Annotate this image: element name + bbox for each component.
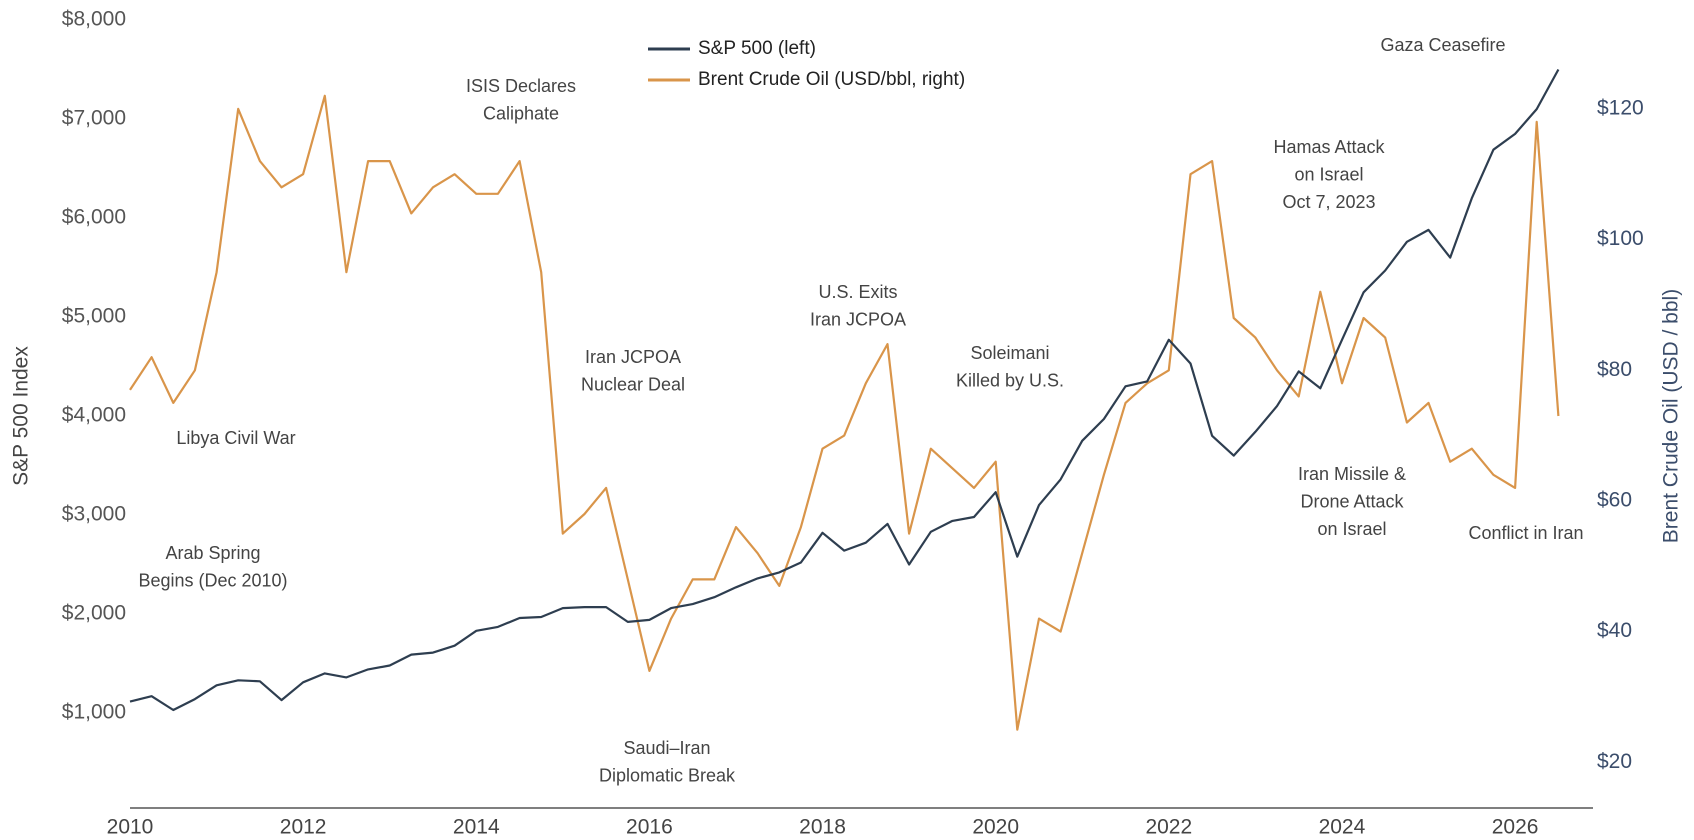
x-tick-label: 2018: [799, 816, 846, 839]
annotation: Conflict in Iran: [1468, 523, 1583, 543]
x-tick-label: 2010: [107, 816, 154, 839]
x-tick-label: 2024: [1319, 816, 1366, 839]
annotation: Libya Civil War: [176, 428, 295, 448]
y-tick-label: $8,000: [62, 8, 126, 31]
y2-tick-label: $80: [1597, 358, 1632, 381]
x-tick-label: 2020: [972, 816, 1019, 839]
annotation: Iran JCPOA: [585, 347, 681, 367]
y-tick-label: $2,000: [62, 602, 126, 625]
y2-axis-title: Brent Crude Oil (USD / bbl): [1660, 289, 1683, 543]
annotation: Nuclear Deal: [581, 374, 685, 394]
annotation: Soleimani: [970, 343, 1049, 363]
series-line: [129, 94, 1560, 731]
legend-label: Brent Crude Oil (USD/bbl, right): [698, 69, 965, 90]
annotation: ISIS Declares: [466, 76, 576, 96]
y-axis-title: S&P 500 Index: [10, 346, 33, 486]
y-tick-label: $6,000: [62, 206, 126, 229]
y2-tick-label: $20: [1597, 750, 1632, 773]
y-tick-label: $7,000: [62, 107, 126, 130]
annotation: Begins (Dec 2010): [138, 570, 287, 590]
x-tick-label: 2016: [626, 816, 673, 839]
x-tick-label: 2012: [280, 816, 327, 839]
annotation: Killed by U.S.: [956, 370, 1064, 390]
y-tick-label: $4,000: [62, 404, 126, 427]
annotation: Arab Spring: [165, 543, 260, 563]
y-tick-label: $5,000: [62, 305, 126, 328]
y-tick-label: $3,000: [62, 503, 126, 526]
y-tick-label: $1,000: [62, 701, 126, 724]
y2-tick-label: $120: [1597, 96, 1644, 119]
annotation: Hamas Attack: [1273, 137, 1385, 157]
x-tick-label: 2022: [1145, 816, 1192, 839]
annotation: on Israel: [1317, 519, 1386, 539]
annotation: Gaza Ceasefire: [1380, 35, 1505, 55]
annotation: Iran JCPOA: [810, 309, 906, 329]
annotation: Diplomatic Break: [599, 765, 736, 785]
annotation: Drone Attack: [1300, 491, 1404, 511]
legend-label: S&P 500 (left): [698, 38, 816, 59]
annotation: Oct 7, 2023: [1282, 192, 1375, 212]
annotation: Caliphate: [483, 103, 559, 123]
y2-tick-label: $40: [1597, 619, 1632, 642]
x-tick-label: 2026: [1492, 816, 1539, 839]
annotation: Saudi–Iran: [623, 738, 710, 758]
x-tick-label: 2014: [453, 816, 500, 839]
y2-tick-label: $100: [1597, 227, 1644, 250]
annotation: Iran Missile &: [1298, 464, 1406, 484]
annotation: on Israel: [1294, 164, 1363, 184]
y2-tick-label: $60: [1597, 488, 1632, 511]
annotation: U.S. Exits: [818, 282, 897, 302]
series-line: [129, 68, 1560, 712]
